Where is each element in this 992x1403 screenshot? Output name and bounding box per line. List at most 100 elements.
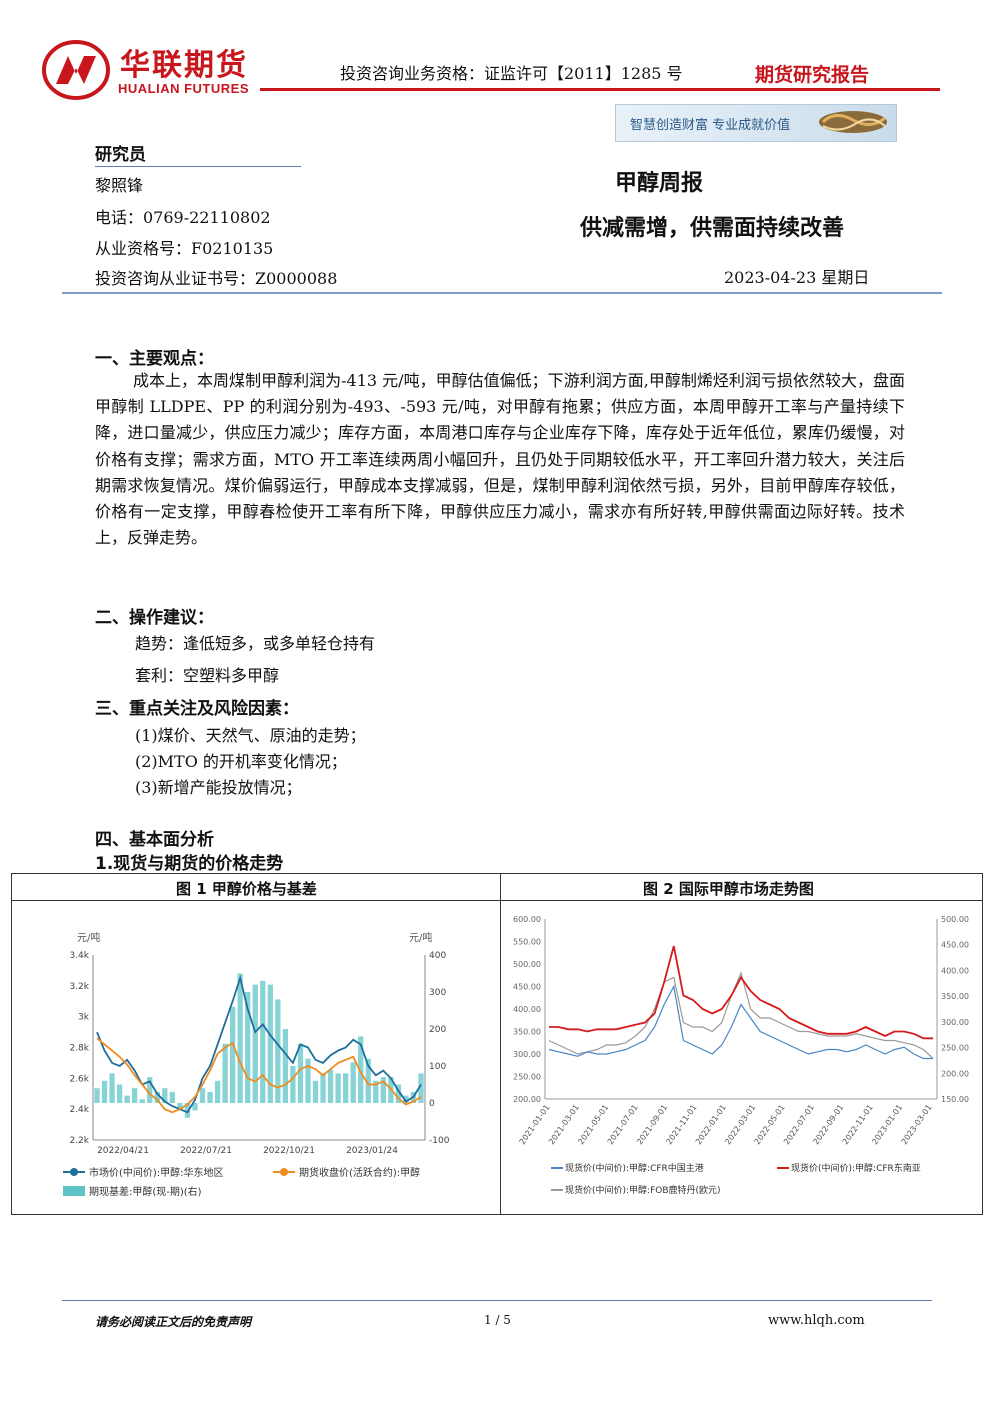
left-unit-label: 元/吨 xyxy=(77,931,100,944)
figure-header-line xyxy=(11,900,983,901)
basis-bar xyxy=(275,999,281,1103)
x-tick-label: 2021-07-01 xyxy=(606,1103,640,1146)
fob-rotterdam-line xyxy=(548,971,934,1059)
basis-bar xyxy=(132,1088,138,1103)
researcher-license: 从业资格号：F0210135 xyxy=(95,239,274,258)
legend-basis-label: 期现基差:甲醇(现-期)(右) xyxy=(89,1185,202,1198)
header-bottom-divider xyxy=(62,292,942,294)
basis-bar xyxy=(245,992,251,1103)
basis-bar xyxy=(229,1006,236,1103)
right-tick-label: 300 xyxy=(429,988,446,998)
slogan-text: 智慧创造财富 专业成就价值 xyxy=(630,118,791,133)
legend-cfr-china-label: 现货价(中间价):甲醇:CFR中国主港 xyxy=(565,1162,704,1174)
left-tick-label: 2.8k xyxy=(69,1044,89,1054)
right-tick-label: 100 xyxy=(429,1062,446,1072)
futures-price-line xyxy=(96,1037,422,1114)
basis-bar xyxy=(267,984,273,1103)
risk-item-3: (3)新增产能投放情况； xyxy=(135,778,302,797)
legend-spot-label: 市场价(中间价):甲醇:华东地区 xyxy=(89,1166,224,1179)
section-4-subtitle: 1.现货与期货的价格走势 xyxy=(95,854,284,874)
cfr-southeast-asia-line xyxy=(549,945,933,1040)
researcher-name: 黎照锋 xyxy=(95,176,144,195)
spot-price-line xyxy=(96,974,422,1114)
x-tick-label: 2022-09-01 xyxy=(811,1103,845,1146)
basis-bar xyxy=(177,1103,183,1111)
risk-item-1: (1)煤价、天然气、原油的走势； xyxy=(135,726,366,745)
basis-bar xyxy=(184,1103,191,1118)
left-tick-label: 2.2k xyxy=(69,1136,89,1146)
x-tick-label: 2023-01-01 xyxy=(870,1103,904,1146)
disclaimer-note: 请务必阅读正文后的免责声明 xyxy=(95,1315,252,1329)
basis-bar xyxy=(312,1080,319,1103)
x-tick-label: 2022-11-01 xyxy=(841,1103,875,1146)
left-tick-label: 250.00 xyxy=(513,1073,541,1082)
basis-bar xyxy=(373,1080,379,1103)
left-tick-label: 400.00 xyxy=(513,1005,541,1014)
x-tick-label: 2022/04/21 xyxy=(97,1146,149,1156)
x-tick-label: 2021-05-01 xyxy=(576,1103,610,1146)
figure-1-title: 图 1 甲醇价格与基差 xyxy=(176,880,317,898)
basis-bar xyxy=(358,1036,364,1103)
right-tick-label: -100 xyxy=(429,1136,450,1146)
researcher-phone: 电话：0769-22110802 xyxy=(95,208,271,227)
x-tick-label: 2022-07-01 xyxy=(782,1103,816,1146)
page-number: 1 / 5 xyxy=(484,1313,511,1327)
company-name-en: HUALIAN FUTURES xyxy=(118,81,249,96)
right-tick-label: 200.00 xyxy=(941,1069,969,1078)
report-type: 期货研究报告 xyxy=(755,64,870,86)
basis-bar xyxy=(252,984,258,1103)
section-3-title: 三、重点关注及风险因素： xyxy=(95,699,299,719)
risk-item-2: (2)MTO 的开机率变化情况； xyxy=(135,752,347,771)
right-tick-label: 150.00 xyxy=(941,1095,969,1104)
legend-futures-label: 期货收盘价(活跃合约):甲醇 xyxy=(299,1166,420,1179)
legend-spot-marker xyxy=(70,1168,78,1176)
international-methanol-chart: 600.00 550.00 500.00 450.00 400.00 350.00 300.… xyxy=(513,915,969,1196)
left-tick-label: 3.2k xyxy=(69,982,89,992)
basis-bar xyxy=(237,973,243,1103)
basis-bar xyxy=(343,1073,349,1103)
figure-table xyxy=(11,873,983,1215)
basis-bar xyxy=(418,1073,424,1103)
qualification-text: 投资咨询业务资格：证监许可【2011】1285 号 xyxy=(340,64,683,83)
right-tick-label: 300.00 xyxy=(941,1018,969,1027)
right-tick-label: 400 xyxy=(429,951,446,961)
left-tick-label: 450.00 xyxy=(513,983,541,992)
company-name-cn: 华联期货 xyxy=(120,48,248,83)
basis-bar xyxy=(260,980,266,1103)
legend-basis-swatch xyxy=(63,1186,85,1196)
x-tick-label: 2021-09-01 xyxy=(635,1103,669,1146)
report-subtitle: 供减需增，供需面持续改善 xyxy=(580,216,845,241)
legend-fob-label: 现货价(中间价):甲醇:FOB鹿特丹(欧元) xyxy=(565,1184,721,1196)
company-logo-icon xyxy=(42,40,110,100)
right-tick-label: 400.00 xyxy=(941,966,969,975)
left-tick-label: 550.00 xyxy=(513,938,541,947)
left-tick-label: 300.00 xyxy=(513,1050,541,1059)
left-tick-label: 2.6k xyxy=(69,1074,89,1084)
banner-decoration-icon xyxy=(819,111,887,133)
x-tick-label: 2022-05-01 xyxy=(753,1103,787,1146)
right-unit-label: 元/吨 xyxy=(409,931,432,944)
basis-bar xyxy=(139,1099,145,1103)
section-1-title: 一、主要观点： xyxy=(95,349,214,369)
x-tick-label: 2022/07/21 xyxy=(180,1146,232,1156)
basis-bar xyxy=(335,1073,341,1103)
x-tick-label: 2021-01-01 xyxy=(518,1103,552,1146)
basis-bar xyxy=(395,1084,402,1103)
basis-bar xyxy=(380,1077,386,1103)
basis-bar xyxy=(222,1043,228,1103)
trend-advice: 趋势：逢低短多，或多单轻仓持有 xyxy=(135,634,376,653)
x-tick-label: 2023/01/24 xyxy=(346,1146,398,1156)
left-tick-label: 200.00 xyxy=(513,1095,541,1104)
legend-futures-marker xyxy=(280,1168,288,1176)
left-tick-label: 3k xyxy=(78,1013,90,1023)
x-tick-label: 2022-01-01 xyxy=(694,1103,728,1146)
basis-bar xyxy=(101,1080,108,1103)
basis-bar xyxy=(199,1088,206,1103)
left-tick-label: 500.00 xyxy=(513,960,541,969)
left-tick-label: 2.4k xyxy=(69,1105,89,1115)
researcher-heading: 研究员 xyxy=(95,145,146,165)
methanol-price-basis-chart: 元/吨 元/吨 3.4k 3.2k 3k 2.8k 2.6k 2.4k 2.2k 400 300 20… xyxy=(63,931,450,1198)
right-tick-label: 200 xyxy=(429,1025,446,1035)
figure-divider xyxy=(500,873,501,1215)
website-url: www.hlqh.com xyxy=(768,1313,865,1328)
